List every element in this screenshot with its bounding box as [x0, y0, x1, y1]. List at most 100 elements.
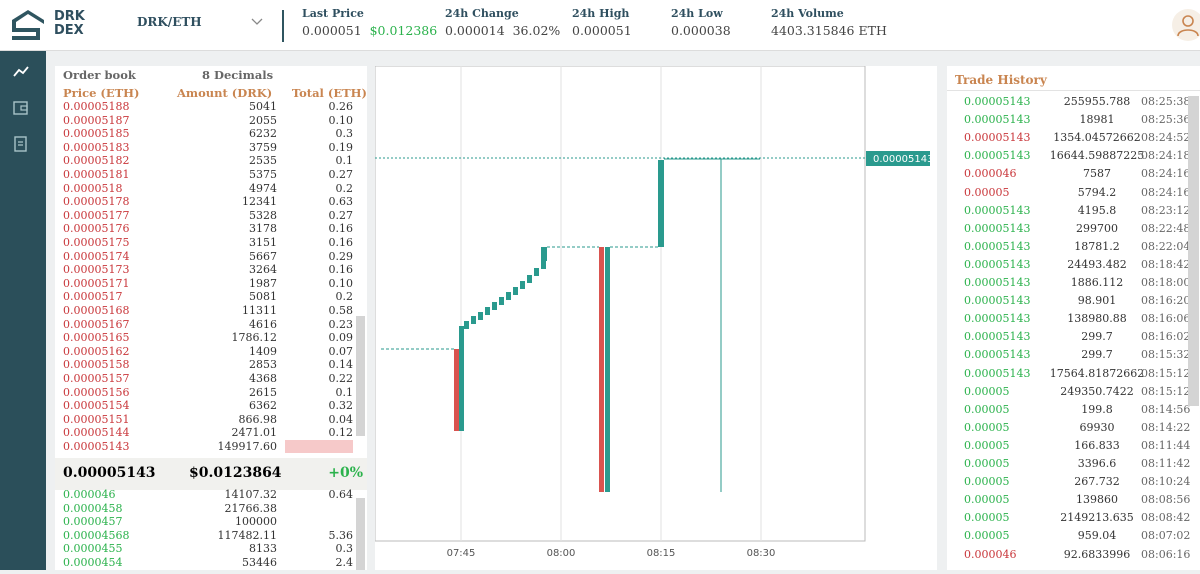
bid-row[interactable]: 0.0000458 21766.38 — [55, 502, 367, 516]
bid-row[interactable]: 0.0000454 53446 2.4 — [55, 556, 367, 570]
trade-row[interactable]: 0.00005 139860 08:08:56 — [947, 491, 1200, 509]
trade-amount: 249350.7422 — [1060, 384, 1134, 398]
ask-total: 0.58 — [328, 304, 354, 317]
bid-price: 0.0000458 — [63, 501, 123, 515]
trade-row[interactable]: 0.00005 5794.2 08:24:16 — [947, 184, 1200, 202]
trade-row[interactable]: 0.000046 92.6833996 08:06:16 — [947, 546, 1200, 564]
trade-row[interactable]: 0.00005143 24493.482 08:18:42 — [947, 256, 1200, 274]
trade-row[interactable]: 0.00005 3396.6 08:11:42 — [947, 455, 1200, 473]
ask-row[interactable]: 0.00005175 3151 0.16 — [55, 236, 367, 250]
wallet-icon[interactable] — [12, 99, 30, 117]
ask-row[interactable]: 0.00005156 2615 0.1 — [55, 386, 367, 400]
ask-row[interactable]: 0.00005165 1786.12 0.09 — [55, 331, 367, 345]
ask-row[interactable]: 0.00005182 2535 0.1 — [55, 154, 367, 168]
ask-price: 0.00005178 — [63, 195, 130, 209]
ask-row[interactable]: 0.00005151 866.98 0.04 — [55, 413, 367, 427]
ask-row[interactable]: 0.00005185 6232 0.3 — [55, 127, 367, 141]
trade-row[interactable]: 0.00005143 299700 08:22:48 — [947, 220, 1200, 238]
trade-row[interactable]: 0.00005143 1886.112 08:18:00 — [947, 274, 1200, 292]
chevron-down-icon[interactable] — [250, 14, 264, 28]
decimals-selector[interactable]: 8 Decimals — [202, 68, 274, 82]
asks-scrollbar[interactable] — [356, 316, 365, 436]
trade-row[interactable]: 0.00005 69930 08:14:22 — [947, 419, 1200, 437]
bid-row[interactable]: 0.000046 14107.32 0.64 — [55, 488, 367, 502]
trade-row[interactable]: 0.00005143 18781.2 08:22:04 — [947, 238, 1200, 256]
trade-row[interactable]: 0.00005143 4195.8 08:23:12 — [947, 202, 1200, 220]
ask-row[interactable]: 0.00005167 4616 0.23 — [55, 318, 367, 332]
trade-price: 0.00005 — [964, 185, 1010, 199]
trade-row[interactable]: 0.00005 959.04 08:07:02 — [947, 527, 1200, 545]
trade-row[interactable]: 0.00005143 17564.81872662 08:15:12 — [947, 365, 1200, 383]
trade-row[interactable]: 0.00005143 255955.788 08:25:38 — [947, 93, 1200, 111]
ask-amount: 5328 — [249, 208, 277, 222]
ask-row[interactable]: 0.00005187 2055 0.10 — [55, 114, 367, 128]
ask-price: 0.00005165 — [63, 331, 130, 345]
bid-row[interactable]: 0.0000455 8133 0.3 — [55, 542, 367, 556]
ask-total: 0.07 — [328, 344, 354, 358]
candle — [492, 302, 497, 310]
ask-row[interactable]: 0.00005162 1409 0.07 — [55, 345, 367, 359]
ask-row[interactable]: 0.00005168 11311 0.58 — [55, 304, 367, 318]
ask-row[interactable]: 0.00005176 3178 0.16 — [55, 222, 367, 236]
trade-history-panel: Trade History 0.00005143 255955.788 08:25:… — [947, 66, 1200, 570]
ask-price: 0.00005185 — [63, 127, 130, 141]
ask-total: 0.3 — [335, 127, 354, 141]
trade-history-title: Trade History — [955, 73, 1047, 87]
trade-row[interactable]: 0.00005143 299.7 08:15:32 — [947, 346, 1200, 364]
trade-price: 0.00005 — [964, 457, 1010, 470]
volume-stat: 24h Volume 4403.315846 ETH — [771, 7, 887, 38]
pair-selector[interactable]: DRK/ETH — [137, 15, 202, 29]
ask-price: 0.00005151 — [63, 412, 130, 426]
trade-row[interactable]: 0.00005143 98.901 08:16:20 — [947, 292, 1200, 310]
trade-row[interactable]: 0.00005 166.833 08:11:44 — [947, 437, 1200, 455]
trade-row[interactable]: 0.00005143 1354.04572662 08:24:52 — [947, 129, 1200, 147]
ask-row[interactable]: 0.00005158 2853 0.14 — [55, 358, 367, 372]
bids-scrollbar[interactable] — [356, 498, 365, 570]
chart-gridlines — [460, 66, 762, 541]
brand-name[interactable]: DRK DEX — [54, 10, 85, 38]
bid-amount: 100000 — [235, 515, 277, 529]
bid-row[interactable]: 0.00004568 117482.11 5.36 — [55, 529, 367, 543]
ask-row[interactable]: 0.0000517 5081 0.2 — [55, 290, 367, 304]
document-icon[interactable] — [12, 135, 30, 153]
trade-row[interactable]: 0.00005143 16644.59887225 08:24:18 — [947, 147, 1200, 165]
ask-row[interactable]: 0.00005178 12341 0.63 — [55, 195, 367, 209]
trade-row[interactable]: 0.00005 267.732 08:10:24 — [947, 473, 1200, 491]
ask-row[interactable]: 0.00005188 5041 0.26 — [55, 100, 367, 114]
ask-row[interactable]: 0.00005157 4368 0.22 — [55, 372, 367, 386]
chart-line-icon[interactable] — [12, 63, 30, 81]
trade-row[interactable]: 0.000046 7587 08:24:16 — [947, 165, 1200, 183]
trade-row[interactable]: 0.00005 2149213.635 08:08:42 — [947, 509, 1200, 527]
ask-row[interactable]: 0.0000518 4974 0.2 — [55, 182, 367, 196]
trade-row[interactable]: 0.00005143 299.7 08:16:02 — [947, 328, 1200, 346]
trade-time: 08:24:18 — [1141, 149, 1191, 163]
ask-row[interactable]: 0.00005181 5375 0.27 — [55, 168, 367, 182]
trade-row[interactable]: 0.00005 199.8 08:14:56 — [947, 401, 1200, 419]
bid-row[interactable]: 0.0000457 100000 — [55, 515, 367, 529]
ask-row[interactable]: 0.00005171 1987 0.10 — [55, 277, 367, 291]
ask-amount: 4974 — [249, 181, 277, 195]
trade-price: 0.00005 — [964, 420, 1010, 434]
trade-time: 08:15:12 — [1141, 366, 1191, 380]
sidebar — [0, 51, 46, 570]
bid-amount: 117482.11 — [217, 528, 278, 542]
trade-row[interactable]: 0.00005143 18981 08:25:36 — [947, 111, 1200, 129]
ask-row[interactable]: 0.00005183 3759 0.19 — [55, 141, 367, 155]
trade-row[interactable]: 0.00005143 138980.88 08:16:06 — [947, 310, 1200, 328]
ask-row[interactable]: 0.00005173 3264 0.16 — [55, 263, 367, 277]
ask-amount: 12341 — [242, 195, 277, 209]
ask-row[interactable]: 0.00005154 6362 0.32 — [55, 399, 367, 413]
trade-amount: 98.901 — [1077, 294, 1117, 308]
bid-price: 0.0000454 — [63, 556, 123, 569]
ask-price: 0.00005176 — [63, 222, 130, 236]
trade-amount: 92.6833996 — [1063, 547, 1131, 561]
trade-history-scrollbar[interactable] — [1188, 96, 1199, 406]
trade-row[interactable]: 0.00005 249350.7422 08:15:12 — [947, 383, 1200, 401]
candlestick-chart[interactable]: 07:45 08:00 08:15 08:30 0.00005143 — [374, 65, 937, 570]
ask-row[interactable]: 0.00005177 5328 0.27 — [55, 209, 367, 223]
ask-row[interactable]: 0.00005174 5667 0.29 — [55, 250, 367, 264]
ask-row[interactable]: 0.00005144 2471.01 0.12 — [55, 426, 367, 440]
user-icon[interactable] — [1168, 8, 1200, 42]
trade-amount: 69930 — [1079, 420, 1115, 434]
